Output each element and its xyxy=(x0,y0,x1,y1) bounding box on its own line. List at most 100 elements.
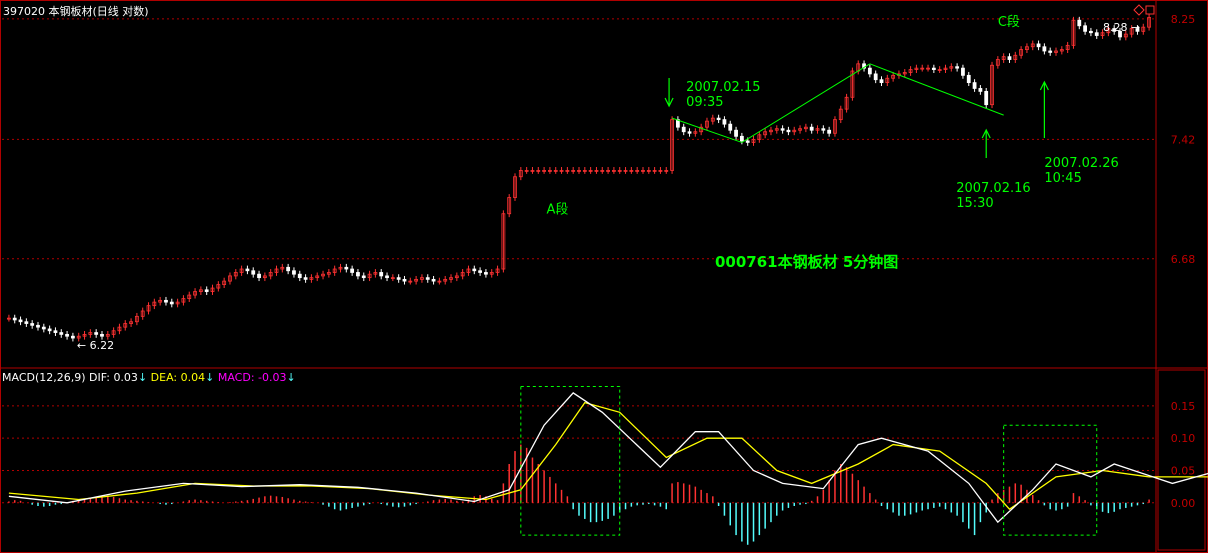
candle-body xyxy=(472,268,477,272)
macd-name: MACD xyxy=(217,371,251,384)
restore-icon[interactable] xyxy=(1133,4,1145,16)
candle-body xyxy=(780,128,785,131)
candle-body xyxy=(1112,28,1117,32)
candle-body xyxy=(763,131,768,136)
up-arrow-head-icon xyxy=(1039,80,1049,91)
candle-body xyxy=(821,128,826,131)
candle-body xyxy=(344,266,349,270)
candle-body xyxy=(617,170,622,172)
candle-body xyxy=(105,333,110,337)
candle-body xyxy=(268,272,273,277)
dif-name: DIF xyxy=(89,371,107,384)
candle-body xyxy=(76,335,81,339)
candle-body xyxy=(1129,28,1134,35)
candle-body xyxy=(146,305,151,312)
candle-body xyxy=(594,170,599,172)
candle-body xyxy=(309,277,314,280)
candle-body xyxy=(966,74,971,84)
candle-body xyxy=(385,275,389,279)
annotation-time: 10:45 xyxy=(1044,171,1081,186)
macd-highlight-box xyxy=(1003,424,1098,536)
candle-body xyxy=(1094,32,1099,36)
candle-body xyxy=(1048,50,1053,53)
candle-body xyxy=(460,272,465,277)
candle-body xyxy=(495,268,500,273)
candle-body xyxy=(850,70,855,98)
candle-body xyxy=(553,170,558,172)
candle-body xyxy=(710,117,715,122)
candle-body xyxy=(670,119,674,171)
price-tick-label: 7.42 xyxy=(1171,133,1196,146)
candle-body xyxy=(1013,54,1018,60)
candle-body xyxy=(827,129,832,134)
candle-body xyxy=(542,170,546,172)
candle-body xyxy=(30,323,35,326)
candle-body xyxy=(408,280,413,283)
candle-body xyxy=(582,170,587,172)
candle-body xyxy=(518,170,523,178)
trend-line xyxy=(869,63,1004,116)
candle-body xyxy=(420,277,424,280)
candle-body xyxy=(59,332,64,335)
candle-body xyxy=(577,170,581,172)
candle-body xyxy=(24,321,29,324)
candle-body xyxy=(716,117,721,121)
annotation-date: 2007.02.16 xyxy=(956,181,1030,196)
candle-body xyxy=(484,272,488,275)
candle-body xyxy=(873,73,878,81)
candle-body xyxy=(1141,26,1146,32)
candle-body xyxy=(367,273,372,279)
dif-down-arrow-icon: ↓ xyxy=(137,371,148,384)
candle-body xyxy=(193,291,197,296)
macd-legend: MACD(12,26,9) DIF: 0.03↓ DEA: 0.04↓ MACD… xyxy=(2,371,296,384)
candle-body xyxy=(158,299,163,303)
candle-body xyxy=(466,268,471,273)
window-buttons[interactable] xyxy=(1133,4,1155,16)
candle-body xyxy=(332,268,337,273)
candle-body xyxy=(53,330,58,333)
candle-body xyxy=(588,170,593,172)
candle-body xyxy=(233,272,238,277)
candle-body xyxy=(926,67,930,70)
candle-body xyxy=(623,170,628,172)
dif-value: 0.03 xyxy=(113,371,138,384)
candle-body xyxy=(210,287,215,292)
candle-body xyxy=(774,128,779,131)
candle-body xyxy=(728,123,733,131)
macd-axis-box xyxy=(1157,369,1206,551)
candle-body xyxy=(1065,44,1070,50)
candle-body xyxy=(507,197,512,215)
candle-body xyxy=(1007,56,1012,60)
candle-body xyxy=(181,298,186,303)
candle-body xyxy=(1001,56,1006,60)
maximize-icon[interactable] xyxy=(1145,5,1155,15)
candle-body xyxy=(995,59,1000,66)
candle-body xyxy=(635,170,640,172)
candle-body xyxy=(990,64,994,106)
candle-body xyxy=(169,301,174,305)
candle-body xyxy=(908,69,913,73)
candle-body xyxy=(559,170,564,172)
candle-body xyxy=(524,170,529,172)
candle-body xyxy=(431,278,436,282)
candle-body xyxy=(937,69,942,71)
candle-body xyxy=(216,284,221,289)
candle-body xyxy=(257,273,261,279)
macd-tick-label: 0.05 xyxy=(1171,464,1196,477)
candle-body xyxy=(164,299,168,303)
candle-body xyxy=(198,289,203,292)
candle-body xyxy=(652,170,657,172)
candle-body xyxy=(402,278,407,282)
candle-body xyxy=(513,176,517,198)
candle-body xyxy=(1089,30,1093,34)
candle-body xyxy=(786,129,791,133)
candle-body xyxy=(798,128,802,131)
candle-body xyxy=(920,67,925,70)
candle-body xyxy=(699,126,704,133)
candle-body xyxy=(88,332,93,335)
dif-line xyxy=(8,392,1208,524)
candle-body xyxy=(1030,43,1035,48)
candle-body xyxy=(489,272,494,275)
candle-body xyxy=(745,140,750,143)
